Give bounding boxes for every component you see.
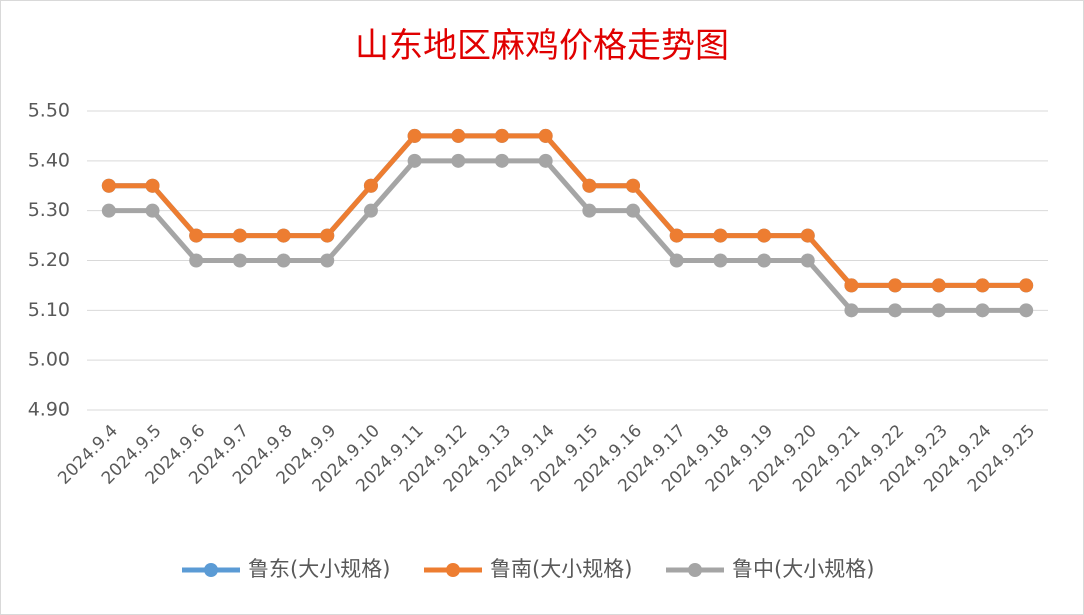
point xyxy=(713,228,728,243)
point xyxy=(276,228,291,243)
point xyxy=(582,203,597,218)
point xyxy=(1019,278,1034,293)
point xyxy=(626,178,641,193)
point xyxy=(888,303,903,318)
point xyxy=(363,178,378,193)
y-tick-label: 5.30 xyxy=(28,199,70,221)
point xyxy=(189,228,204,243)
point xyxy=(145,178,160,193)
legend-label: 鲁东(大小规格) xyxy=(248,557,390,581)
legend-marker xyxy=(446,563,460,577)
y-tick-label: 5.10 xyxy=(28,299,70,321)
point xyxy=(407,128,422,143)
point xyxy=(757,253,772,268)
point xyxy=(451,128,466,143)
point xyxy=(494,153,509,168)
point xyxy=(626,203,641,218)
point xyxy=(189,253,204,268)
point xyxy=(975,303,990,318)
point xyxy=(582,178,597,193)
point xyxy=(1019,303,1034,318)
y-tick-label: 5.50 xyxy=(28,100,70,122)
point xyxy=(538,128,553,143)
y-tick-label: 4.90 xyxy=(28,399,70,421)
point xyxy=(451,153,466,168)
point xyxy=(276,253,291,268)
point xyxy=(800,253,815,268)
y-tick-label: 5.40 xyxy=(28,149,70,171)
point xyxy=(538,153,553,168)
point xyxy=(975,278,990,293)
y-tick-label: 5.00 xyxy=(28,349,70,371)
point xyxy=(407,153,422,168)
point xyxy=(844,278,859,293)
y-tick-label: 5.20 xyxy=(28,249,70,271)
legend-label: 鲁中(大小规格) xyxy=(732,557,874,581)
point xyxy=(757,228,772,243)
point xyxy=(931,303,946,318)
chart-title: 山东地区麻鸡价格走势图 xyxy=(355,26,729,66)
point xyxy=(931,278,946,293)
point xyxy=(800,228,815,243)
point xyxy=(232,253,247,268)
point xyxy=(101,203,116,218)
point xyxy=(363,203,378,218)
legend-label: 鲁南(大小规格) xyxy=(490,557,632,581)
legend-marker xyxy=(204,563,218,577)
point xyxy=(320,228,335,243)
series-line xyxy=(108,133,1027,288)
point xyxy=(145,203,160,218)
legend-marker xyxy=(688,563,702,577)
point xyxy=(713,253,728,268)
point xyxy=(232,228,247,243)
series-line xyxy=(108,158,1027,313)
point xyxy=(320,253,335,268)
point xyxy=(494,128,509,143)
point xyxy=(844,303,859,318)
point xyxy=(888,278,903,293)
point xyxy=(669,228,684,243)
point xyxy=(669,253,684,268)
point xyxy=(101,178,116,193)
